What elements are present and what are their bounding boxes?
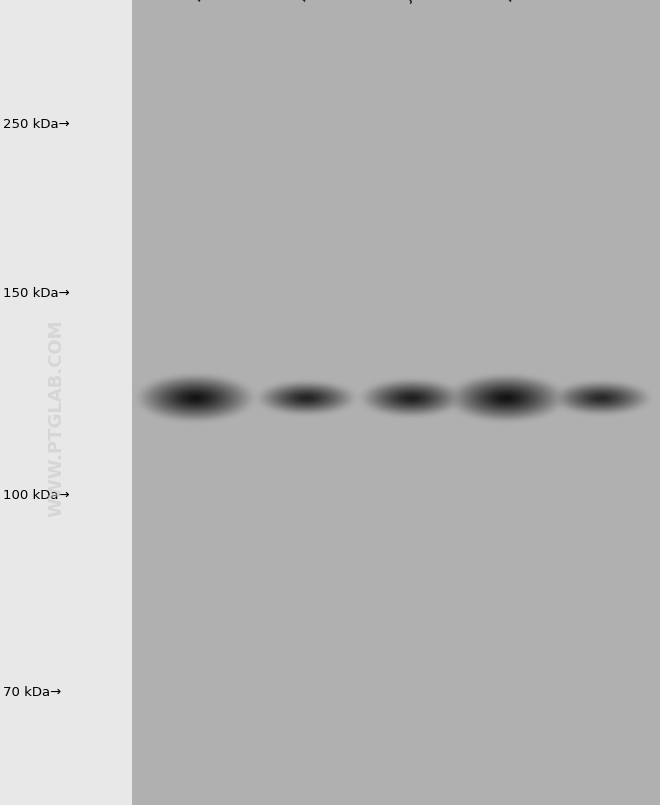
Text: 100 kDa→: 100 kDa→ [3, 489, 70, 502]
Text: 70 kDa→: 70 kDa→ [3, 686, 61, 699]
Text: 250 kDa→: 250 kDa→ [3, 118, 70, 131]
Text: K-562: K-562 [502, 0, 540, 4]
Text: HepG2: HepG2 [191, 0, 234, 4]
Bar [0, 0, 132, 805]
Text: THP-1: THP-1 [592, 0, 631, 4]
Text: 150 kDa→: 150 kDa→ [3, 287, 70, 300]
Bar [132, 0, 660, 805]
Text: Jurkat: Jurkat [402, 0, 440, 4]
Text: MOLT-4: MOLT-4 [296, 0, 341, 4]
Text: WWW.PTGLAB.COM: WWW.PTGLAB.COM [47, 320, 65, 518]
